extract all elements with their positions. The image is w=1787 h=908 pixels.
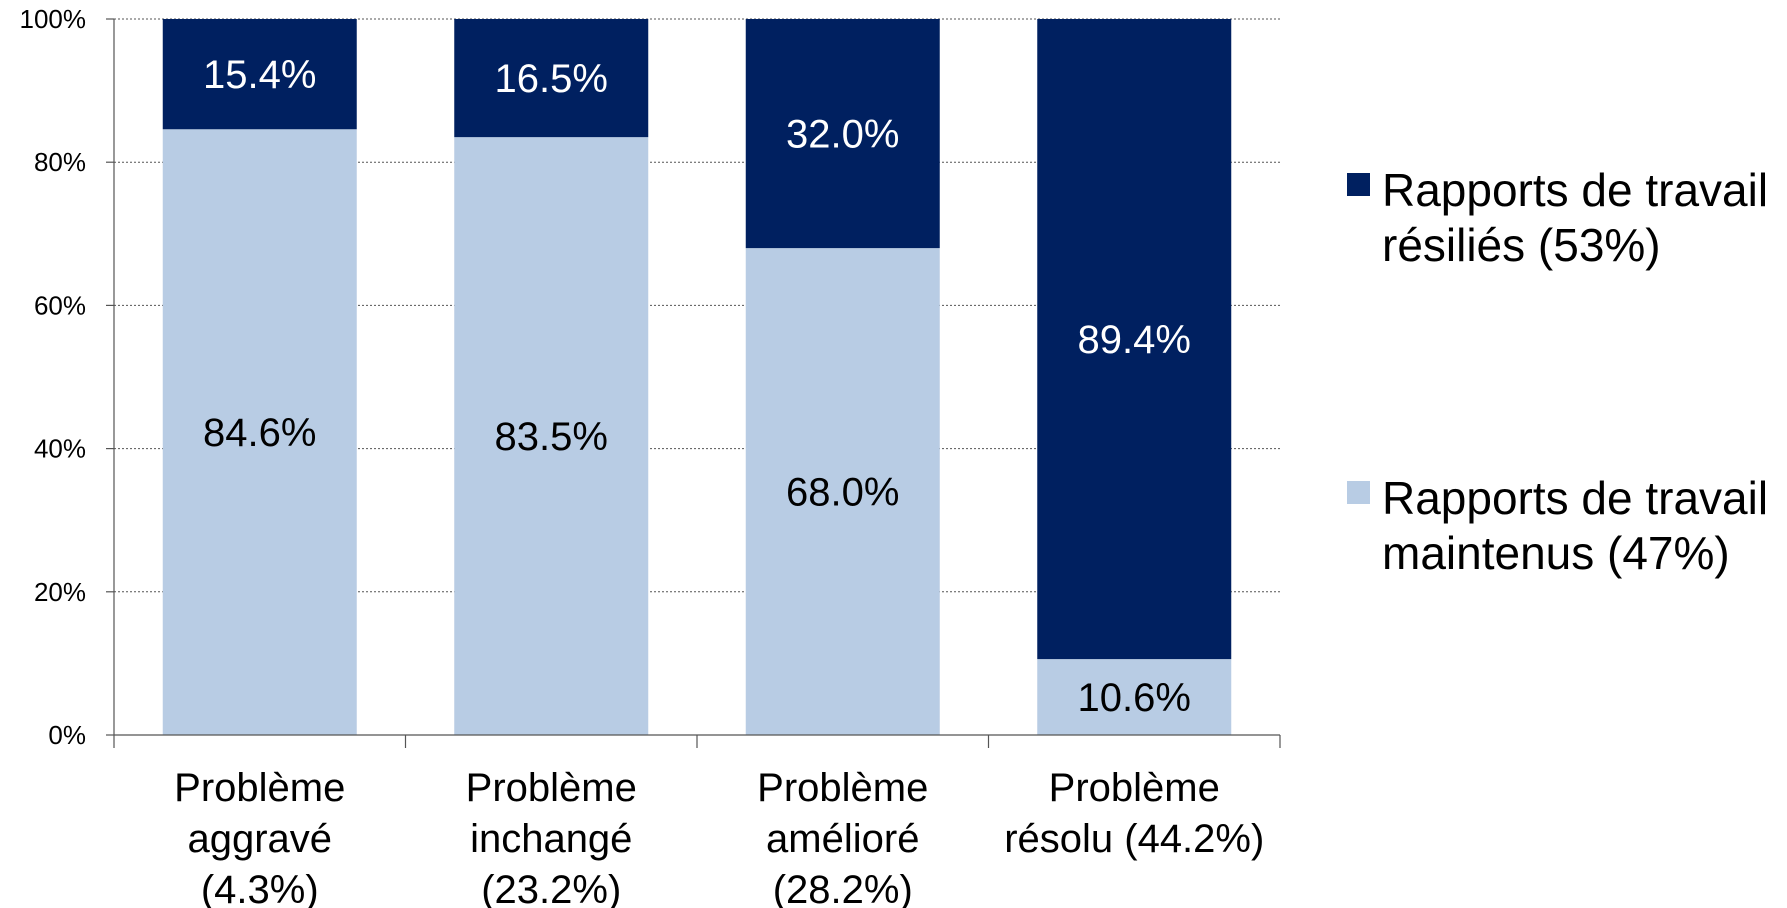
y-tick-label: 60% (34, 290, 86, 320)
legend-swatch (1347, 173, 1370, 196)
legend-label: maintenus (47%) (1382, 527, 1730, 579)
y-tick-label: 100% (20, 4, 87, 34)
category-label: Problème (1049, 766, 1220, 810)
y-tick-label: 20% (34, 577, 86, 607)
bar-segment (1037, 659, 1232, 735)
bars (162, 19, 1232, 735)
data-labels: 84.6% 15.4% 83.5% 16.5% 68.0% 32.0% 10.6% 89.4% (203, 53, 1191, 720)
y-tick-labels: 0% 20% 40% 60% 80% 100% (20, 4, 87, 750)
y-tick-label: 0% (48, 720, 86, 750)
data-label: 84.6% (203, 411, 316, 455)
category-label: aggravé (187, 817, 332, 861)
data-label: 16.5% (495, 57, 608, 101)
axes (106, 18, 1281, 748)
y-tick-label: 80% (34, 147, 86, 177)
bar-segment (1037, 19, 1232, 660)
legend-label: Rapports de travail (1382, 472, 1768, 524)
bar-segment (454, 19, 649, 138)
category-label: amélioré (766, 817, 919, 861)
category-label: (23.2%) (481, 868, 621, 908)
data-label: 32.0% (786, 113, 899, 157)
legend-label: résiliés (53%) (1382, 219, 1661, 271)
category-label: (28.2%) (773, 868, 913, 908)
data-label: 83.5% (495, 415, 608, 459)
category-label: Problème (757, 766, 928, 810)
bar-segment (745, 248, 940, 735)
legend-swatch (1347, 481, 1370, 504)
bar-segment (745, 19, 940, 249)
legend-label: Rapports de travail (1382, 164, 1768, 216)
y-tick-label: 40% (34, 434, 86, 464)
bar-segment (162, 129, 357, 735)
data-label: 15.4% (203, 53, 316, 97)
category-labels: Problème aggravé (4.3%) Problème inchangé (23… (174, 766, 1264, 908)
category-label: Problème (466, 766, 637, 810)
data-label: 89.4% (1078, 318, 1191, 362)
category-label: (4.3%) (201, 868, 319, 908)
data-label: 68.0% (786, 471, 899, 515)
category-label: Problème (174, 766, 345, 810)
data-label: 10.6% (1078, 676, 1191, 720)
category-label: inchangé (470, 817, 632, 861)
bar-segment (454, 137, 649, 735)
bar-segment (162, 19, 357, 130)
category-label: résolu (44.2%) (1004, 817, 1264, 861)
